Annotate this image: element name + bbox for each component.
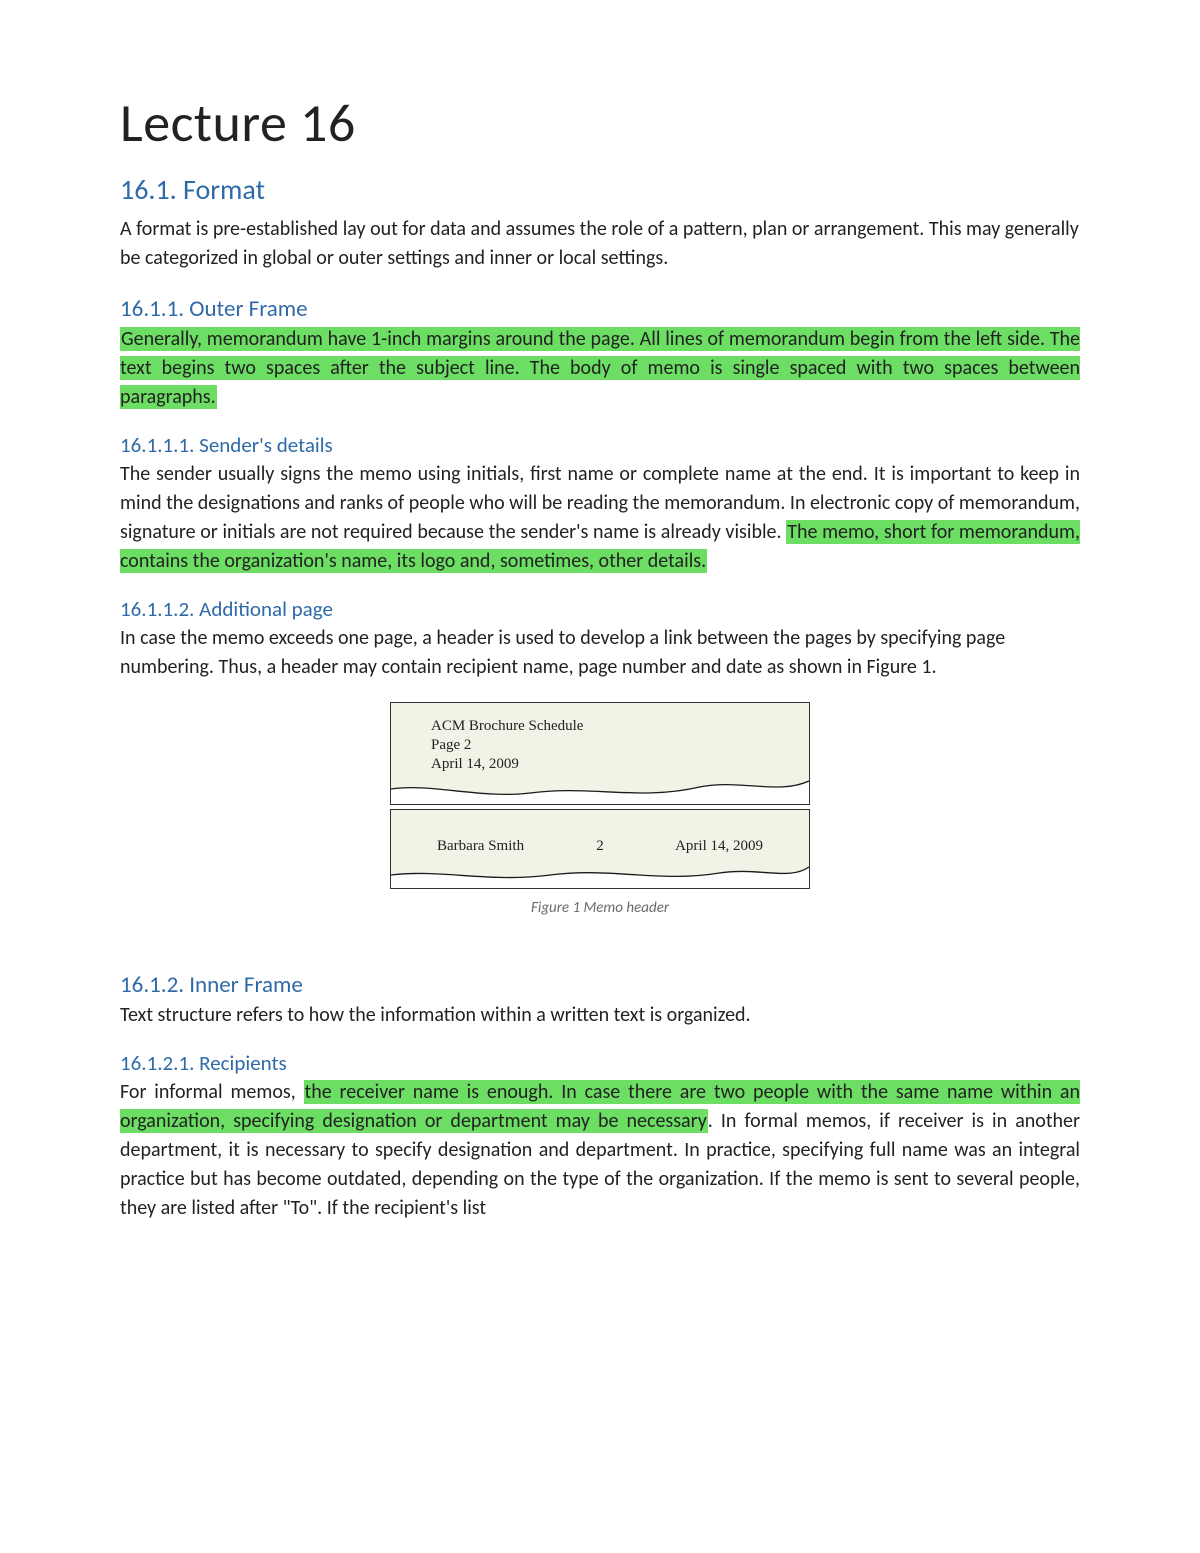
para-senders-details: The sender usually signs the memo using … [120, 460, 1080, 576]
figure-container: ACM Brochure Schedule Page 2 April 14, 2… [120, 702, 1080, 917]
document-page: Lecture 16 16.1. Format A format is pre-… [0, 0, 1200, 1289]
heading-inner-frame: 16.1.2. Inner Frame [120, 971, 1080, 999]
figure-memo-header: ACM Brochure Schedule Page 2 April 14, 2… [390, 702, 810, 917]
memo-bottom-page: 2 [596, 838, 604, 855]
highlight-outer-frame: Generally, memorandum have 1-inch margin… [120, 327, 1080, 409]
para-inner-frame: Text structure refers to how the informa… [120, 1001, 1080, 1030]
memo-header-block-top: ACM Brochure Schedule Page 2 April 14, 2… [390, 702, 810, 805]
memo-bottom-date: April 14, 2009 [675, 838, 763, 855]
para-format-intro: A format is pre-established lay out for … [120, 215, 1080, 273]
memo-bottom-name: Barbara Smith [437, 838, 524, 855]
memo-top-line1: ACM Brochure Schedule [431, 717, 809, 736]
heading-format: 16.1. Format [120, 172, 1080, 207]
torn-edge-icon [391, 859, 809, 889]
heading-senders-details: 16.1.1.1. Sender's details [120, 432, 1080, 458]
page-title: Lecture 16 [120, 90, 1080, 156]
text-recipients-plain1: For informal memos, [120, 1080, 304, 1104]
para-outer-frame: Generally, memorandum have 1-inch margin… [120, 325, 1080, 412]
memo-header-block-bottom: Barbara Smith 2 April 14, 2009 [390, 809, 810, 889]
torn-edge-icon [391, 775, 809, 805]
spacer [120, 921, 1080, 949]
para-additional-page: In case the memo exceeds one page, a hea… [120, 624, 1080, 682]
heading-additional-page: 16.1.1.2. Additional page [120, 596, 1080, 622]
memo-top-line2: Page 2 [431, 736, 809, 755]
para-recipients: For informal memos, the receiver name is… [120, 1078, 1080, 1223]
heading-recipients: 16.1.2.1. Recipients [120, 1050, 1080, 1076]
heading-outer-frame: 16.1.1. Outer Frame [120, 295, 1080, 323]
memo-top-line3: April 14, 2009 [431, 755, 809, 774]
figure-caption: Figure 1 Memo header [390, 899, 810, 917]
